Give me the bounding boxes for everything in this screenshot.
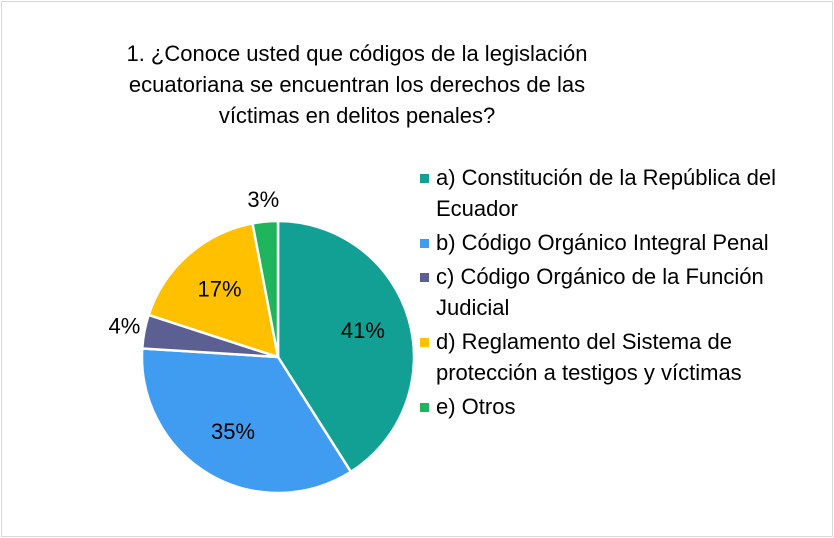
data-label: 3% [247, 187, 279, 212]
legend-entry: d) Reglamento del Sistema de protección … [416, 326, 826, 388]
legend-entry: a) Constitución de la República del Ecua… [416, 162, 826, 224]
legend: a) Constitución de la República del Ecua… [416, 162, 826, 425]
data-label: 4% [108, 314, 140, 339]
legend-label: e) Otros [436, 394, 516, 419]
legend-label: c) Código Orgánico de la Función Judicia… [436, 264, 764, 320]
pie-slice [147, 221, 280, 359]
pie-slice [251, 219, 280, 358]
legend-swatch [420, 239, 429, 248]
legend-label: d) Reglamento del Sistema de protección … [436, 329, 742, 385]
data-label: 35% [211, 419, 255, 444]
legend-entry: e) Otros [416, 391, 826, 422]
pie-slice [140, 347, 353, 495]
legend-swatch [420, 338, 429, 347]
data-label: 41% [341, 318, 385, 343]
legend-swatch [420, 273, 429, 282]
legend-entry: b) Código Orgánico Integral Penal [416, 227, 826, 258]
chart-title: 1. ¿Conoce usted que códigos de la legis… [126, 41, 588, 128]
legend-label: a) Constitución de la República del Ecua… [436, 165, 776, 221]
legend-swatch [420, 174, 429, 183]
legend-entry: c) Código Orgánico de la Función Judicia… [416, 261, 826, 323]
legend-label: b) Código Orgánico Integral Penal [436, 230, 769, 255]
data-label: 17% [198, 277, 242, 302]
legend-swatch [420, 403, 429, 412]
